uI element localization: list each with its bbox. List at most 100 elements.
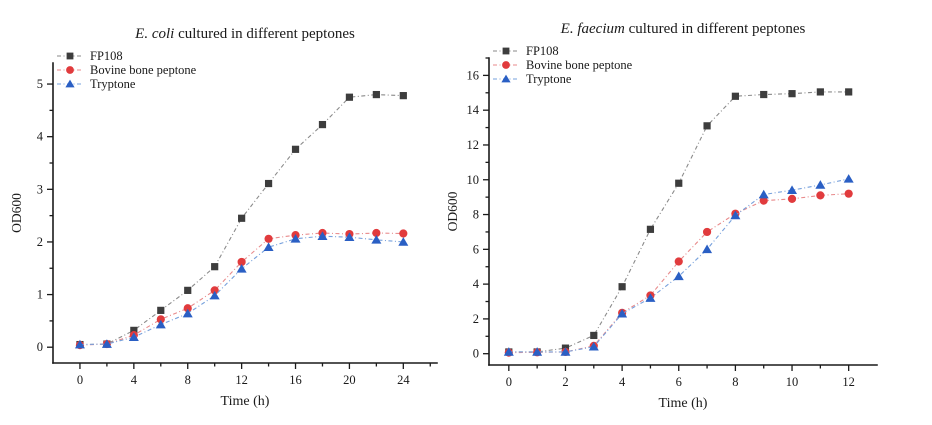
- x-tick-label: 4: [619, 375, 626, 389]
- circle-marker: [787, 194, 797, 203]
- legend-item-fp108: FP108: [57, 49, 123, 63]
- triangle-marker: [645, 293, 656, 302]
- triangle-marker: [588, 341, 599, 351]
- x-tick-label: 20: [343, 373, 356, 387]
- ecoli-xlabel: Time (h): [221, 394, 270, 409]
- square-marker: [399, 92, 407, 100]
- triangle-marker: [155, 319, 166, 329]
- x-tick-label: 16: [289, 373, 302, 387]
- x-tick-label: 10: [786, 375, 799, 389]
- square-marker: [211, 263, 219, 271]
- ecoli-series-tryptone: [74, 231, 409, 349]
- square-marker: [184, 286, 192, 294]
- series-line: [79, 232, 404, 346]
- square-marker: [157, 306, 165, 314]
- circle-marker: [844, 189, 853, 198]
- triangle-marker: [398, 237, 409, 246]
- triangle-marker: [290, 233, 301, 243]
- triangle-marker: [815, 180, 826, 189]
- circle-marker: [210, 286, 219, 295]
- ecoli-chart-title: E. coli cultured in different peptones: [134, 26, 355, 42]
- x-tick-label: 8: [732, 375, 738, 389]
- series-line: [79, 235, 404, 346]
- legend-label: FP108: [526, 44, 559, 58]
- circle-marker: [816, 191, 825, 200]
- x-tick-label: 8: [185, 373, 191, 387]
- triangle-marker: [344, 232, 355, 242]
- square-marker: [345, 93, 354, 101]
- circle-marker: [372, 228, 381, 238]
- x-tick-label: 0: [506, 375, 512, 389]
- triangle-marker: [787, 185, 798, 194]
- ecoli-ylabel: OD600: [9, 193, 24, 233]
- triangle-marker: [128, 332, 139, 342]
- circle-marker: [759, 196, 768, 205]
- ecoli-axes: [52, 62, 438, 364]
- ecoli-series-fp108: [76, 90, 407, 349]
- legend-label: FP108: [90, 49, 123, 63]
- legend-label: Tryptone: [90, 77, 136, 91]
- x-tick-label: 12: [842, 375, 855, 389]
- triangle-marker: [263, 242, 274, 252]
- triangle-marker: [702, 244, 713, 254]
- y-tick-label: 5: [37, 77, 43, 91]
- square-marker: [731, 92, 739, 100]
- square-marker: [238, 214, 246, 222]
- triangle-marker: [182, 308, 193, 318]
- square-marker: [760, 90, 768, 99]
- legend-triangle-marker: [65, 79, 75, 88]
- triangle-marker: [843, 174, 854, 183]
- triangle-marker: [673, 271, 684, 281]
- efaecium-xlabel: Time (h): [659, 396, 708, 411]
- triangle-marker: [209, 290, 220, 300]
- square-marker: [675, 179, 683, 187]
- y-tick-label: 8: [473, 208, 479, 222]
- legend-item-bovine-bone-peptone: Bovine bone peptone: [493, 58, 633, 72]
- y-tick-label: 3: [37, 182, 43, 196]
- y-tick-label: 14: [467, 103, 480, 117]
- legend-square-marker: [66, 52, 74, 60]
- legend-label: Bovine bone peptone: [526, 58, 633, 72]
- y-tick-label: 4: [473, 277, 480, 291]
- triangle-marker: [730, 210, 741, 220]
- efaecium-chart-title: E. faecium cultured in different peptone…: [560, 21, 806, 37]
- ecoli-ticks: [47, 83, 431, 369]
- legend-item-bovine-bone-peptone: Bovine bone peptone: [57, 63, 197, 77]
- circle-marker: [264, 234, 273, 243]
- efaecium-ylabel: OD600: [445, 191, 460, 231]
- efaecium-series-tryptone: [503, 174, 854, 356]
- y-tick-label: 16: [467, 68, 480, 82]
- y-tick-label: 12: [467, 138, 480, 152]
- y-tick-label: 10: [467, 173, 480, 187]
- square-marker: [264, 179, 273, 188]
- y-tick-label: 4: [37, 130, 44, 144]
- legend-item-fp108: FP108: [493, 44, 559, 58]
- triangle-marker: [236, 263, 247, 273]
- y-tick-label: 0: [473, 347, 479, 361]
- circle-marker: [674, 257, 683, 266]
- y-tick-label: 6: [473, 242, 479, 256]
- circle-marker: [183, 304, 192, 313]
- efaecium-axes: [488, 57, 878, 366]
- triangle-marker: [758, 189, 769, 199]
- ecoli-chart: E. coli cultured in different peptones 0 4…: [9, 26, 438, 409]
- x-tick-label: 2: [562, 375, 568, 389]
- triangle-marker: [317, 231, 328, 240]
- square-marker: [618, 283, 626, 291]
- circle-marker: [702, 227, 712, 237]
- legend-item-tryptone: Tryptone: [57, 77, 136, 91]
- ecoli-series-bovine-bone-peptone: [75, 228, 408, 350]
- x-tick-label: 24: [397, 373, 410, 387]
- circle-marker: [399, 229, 408, 238]
- efaecium-ticks: [483, 57, 850, 371]
- legend-circle-marker: [66, 66, 74, 74]
- legend-circle-marker: [502, 61, 510, 69]
- triangle-marker: [101, 339, 112, 348]
- triangle-marker: [560, 347, 571, 356]
- legend-triangle-marker: [501, 74, 511, 83]
- square-marker: [816, 88, 824, 96]
- y-tick-label: 1: [37, 288, 43, 302]
